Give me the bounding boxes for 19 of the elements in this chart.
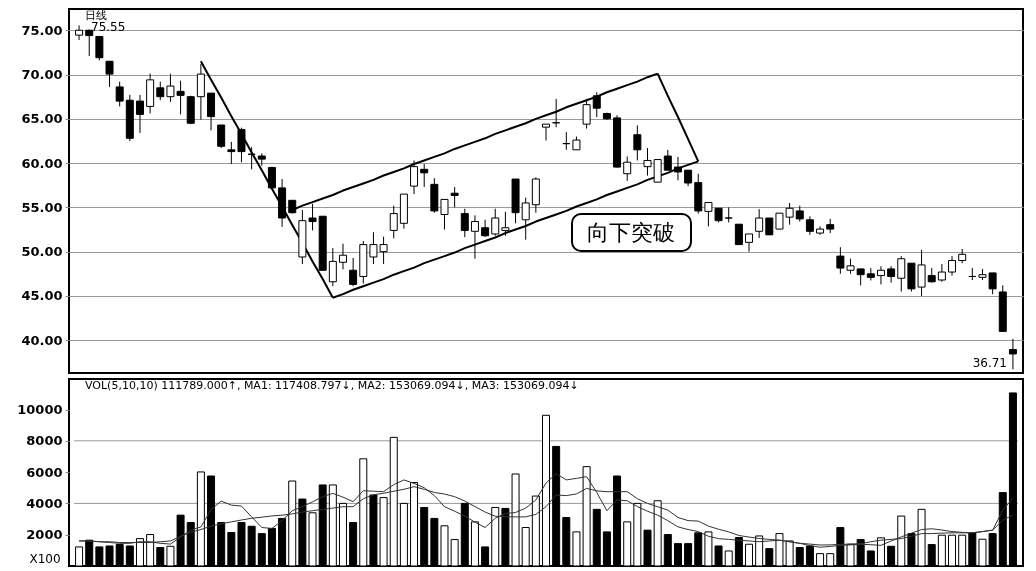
annotation: 75.55 <box>91 20 126 34</box>
y-tick-label: 2000 <box>26 527 63 543</box>
y-tick-label: 60.00 <box>21 155 63 171</box>
y-tick-label: 8000 <box>26 433 63 449</box>
y-tick-label: 10000 <box>17 402 63 418</box>
annotation: 向下突破 <box>587 220 675 245</box>
chart-title: VOL(5,10,10) 111789.000↑, MA1: 117408.797↓, MA2: 153069.094↓, MA3: 153069.094↓ <box>85 379 579 392</box>
y-tick-label: 50.00 <box>21 244 63 260</box>
y-tick-label: 70.00 <box>21 67 63 83</box>
y-tick-label: 55.00 <box>21 199 63 215</box>
y-tick-label: 6000 <box>26 464 63 480</box>
annotation: 36.71 <box>972 356 1007 370</box>
y-tick-label: 75.00 <box>21 22 63 38</box>
y-tick-label: 65.00 <box>21 111 63 127</box>
y-tick-label: 45.00 <box>21 288 63 304</box>
chart-title: 日线 <box>85 9 107 22</box>
y-tick-label: 4000 <box>26 495 63 511</box>
y-axis-title: X100 <box>29 551 61 566</box>
y-tick-label: 40.00 <box>21 332 63 348</box>
